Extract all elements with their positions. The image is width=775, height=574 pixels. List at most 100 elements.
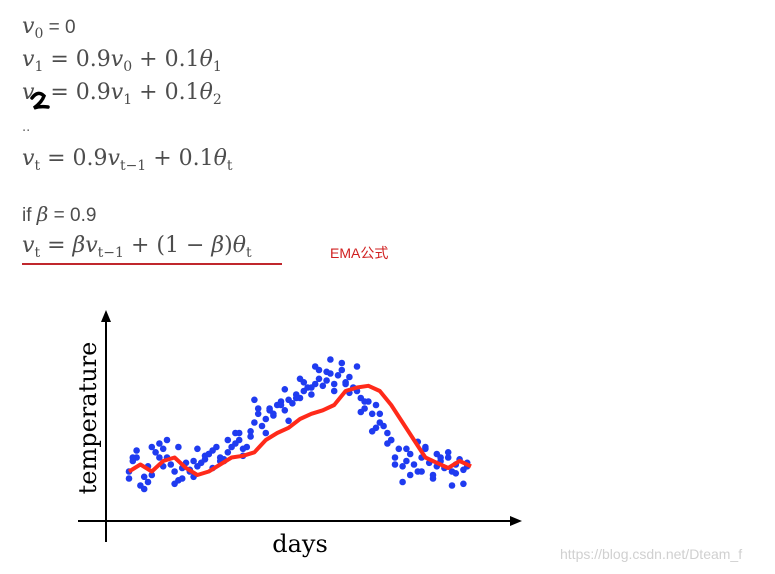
sub: t bbox=[245, 245, 252, 261]
data-point bbox=[235, 429, 243, 437]
data-point bbox=[277, 401, 285, 409]
data-point bbox=[254, 410, 262, 418]
coef: = 0.9 bbox=[50, 47, 111, 72]
data-point bbox=[380, 422, 387, 430]
beta: β bbox=[72, 233, 86, 258]
close-paren: ) bbox=[224, 233, 233, 258]
data-point bbox=[327, 356, 334, 363]
data-point bbox=[178, 475, 186, 482]
data-point bbox=[144, 478, 152, 486]
data-point bbox=[342, 380, 349, 388]
sub: t bbox=[226, 158, 233, 174]
data-point bbox=[391, 454, 399, 461]
data-point bbox=[289, 400, 296, 407]
beta-symbol: β bbox=[36, 202, 49, 226]
sub: t−1 bbox=[97, 245, 124, 261]
data-point bbox=[315, 375, 323, 383]
x-axis-arrow bbox=[510, 516, 522, 526]
data-point bbox=[330, 387, 338, 395]
formula-vt: vt = 0.9vt−1 + 0.1θt bbox=[22, 146, 233, 174]
data-point bbox=[205, 450, 213, 458]
data-point bbox=[399, 478, 406, 486]
data-point bbox=[258, 422, 266, 430]
var: v bbox=[22, 47, 35, 72]
theta: θ bbox=[199, 80, 213, 105]
data-point bbox=[444, 449, 452, 456]
sub: 1 bbox=[34, 59, 44, 75]
data-point bbox=[167, 461, 175, 468]
mid: + (1 − bbox=[130, 233, 205, 258]
data-point bbox=[140, 485, 148, 493]
data-point bbox=[395, 445, 403, 453]
data-point bbox=[262, 429, 270, 437]
data-point bbox=[444, 454, 452, 461]
data-point bbox=[235, 436, 243, 444]
data-point bbox=[391, 461, 399, 468]
data-point bbox=[410, 461, 418, 468]
if-text: if bbox=[22, 205, 32, 226]
data-point bbox=[311, 363, 319, 370]
var-v: v bbox=[22, 14, 35, 39]
data-point bbox=[387, 436, 395, 444]
ema-label: EMA公式 bbox=[330, 245, 389, 261]
data-point bbox=[251, 419, 258, 426]
x-axis-label: days bbox=[272, 530, 328, 558]
data-point bbox=[330, 380, 338, 388]
data-point bbox=[243, 443, 251, 451]
data-point bbox=[171, 468, 178, 475]
data-point bbox=[323, 368, 330, 376]
data-point bbox=[281, 407, 289, 414]
data-point bbox=[399, 463, 406, 470]
data-point bbox=[323, 377, 330, 384]
equals: = bbox=[47, 233, 66, 258]
data-point bbox=[129, 454, 137, 461]
ema-line bbox=[127, 383, 472, 477]
data-point bbox=[159, 445, 167, 453]
data-point bbox=[148, 443, 156, 451]
data-point bbox=[292, 394, 300, 402]
var: v bbox=[107, 146, 120, 171]
data-point bbox=[152, 449, 159, 456]
data-point bbox=[156, 440, 163, 447]
sub: 1 bbox=[212, 59, 222, 75]
ema-underline bbox=[22, 263, 282, 265]
data-point bbox=[452, 470, 460, 477]
formula-rhs: = 0 bbox=[48, 17, 76, 38]
ellipsis: .. bbox=[22, 118, 31, 135]
data-point bbox=[224, 449, 232, 456]
data-point bbox=[140, 473, 148, 481]
data-point bbox=[247, 433, 254, 440]
data-point bbox=[262, 415, 270, 423]
coef: + 0.1 bbox=[139, 80, 200, 105]
theta: θ bbox=[213, 146, 227, 171]
data-point bbox=[308, 391, 315, 398]
data-point bbox=[251, 396, 258, 404]
data-point bbox=[133, 447, 140, 454]
data-point bbox=[163, 436, 171, 444]
data-point bbox=[406, 471, 414, 479]
data-point bbox=[156, 454, 163, 461]
data-point bbox=[448, 482, 456, 489]
sub: 0 bbox=[34, 26, 44, 42]
theta: θ bbox=[199, 47, 213, 72]
data-point bbox=[175, 443, 182, 451]
data-point bbox=[429, 475, 437, 482]
sub: 0 bbox=[123, 59, 133, 75]
data-point bbox=[403, 445, 410, 453]
coef: = 0.9 bbox=[50, 80, 111, 105]
data-point bbox=[171, 480, 178, 488]
data-point bbox=[194, 445, 201, 453]
data-point bbox=[334, 372, 342, 379]
data-point bbox=[372, 424, 380, 432]
data-point bbox=[353, 363, 361, 370]
theta: θ bbox=[232, 233, 246, 258]
data-point bbox=[190, 457, 197, 465]
data-point bbox=[433, 450, 441, 458]
y-axis-label: temperature bbox=[74, 342, 102, 495]
handwritten-2-mark bbox=[30, 91, 50, 110]
data-point bbox=[418, 468, 425, 475]
sub: t−1 bbox=[119, 158, 147, 174]
data-point bbox=[224, 436, 232, 444]
data-point bbox=[376, 410, 384, 418]
data-point bbox=[308, 384, 315, 391]
